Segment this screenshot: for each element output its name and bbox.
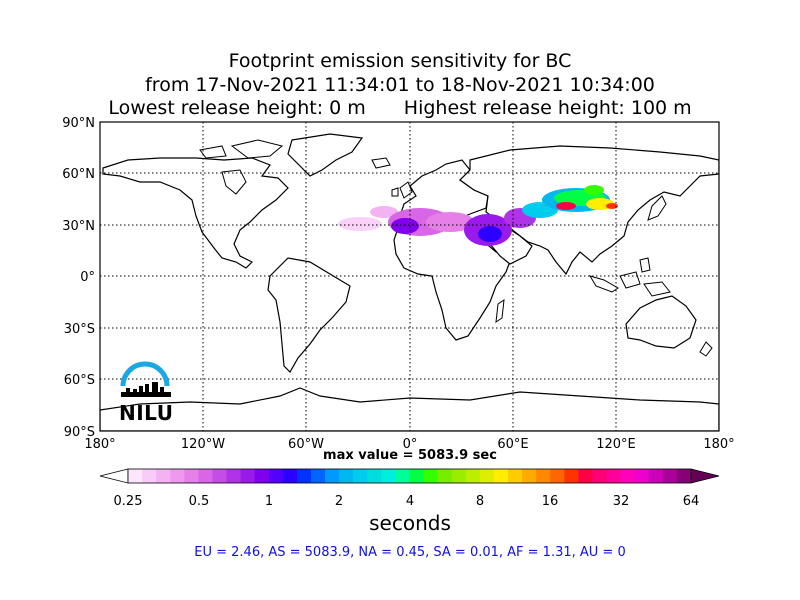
nilu-logo-arc (120, 361, 170, 387)
colorbar-segment (592, 469, 608, 483)
landmass-greenland (287, 133, 364, 177)
colorbar-tick-16: 16 (542, 494, 559, 509)
colorbar-segment (409, 469, 425, 483)
colorbar-segment (212, 469, 228, 483)
lat-label-30n: 30°N (62, 219, 95, 234)
colorbar-segment (353, 469, 368, 483)
colorbar-segment (296, 469, 312, 483)
colorbar-segment (648, 469, 664, 483)
landmass-north-america (102, 157, 289, 269)
landmass-indonesia (588, 257, 671, 297)
nilu-logo-skyline (121, 382, 171, 397)
colorbar-segment (142, 469, 157, 483)
colorbar-segment (493, 469, 509, 483)
colorbar-segment (325, 469, 340, 483)
hudson-bay (221, 169, 247, 195)
landmass-japan (647, 195, 667, 221)
colorbar-segment (170, 469, 185, 483)
colorbar-tick-8: 8 (476, 494, 484, 509)
colorbar-segment (184, 469, 199, 483)
colorbar-segment (465, 469, 481, 483)
world-map (100, 122, 719, 431)
colorbar-segment (451, 469, 467, 483)
lon-label-120w: 120°W (181, 437, 225, 452)
lon-label-120e: 120°E (596, 437, 636, 452)
colorbar-under-arrow (99, 468, 129, 484)
colorbar-segment (282, 469, 298, 483)
colorbar-segment (367, 469, 382, 483)
highest-release-height: Highest release height: 100 m (403, 97, 692, 119)
title-line-3: Lowest release height: 0 m Highest releas… (0, 97, 800, 119)
colorbar-segment (198, 469, 214, 483)
landmass-australia (625, 295, 697, 349)
colorbar-segment (226, 469, 242, 483)
landmass-south-america (267, 257, 351, 373)
colorbar-tick-0.25: 0.25 (114, 494, 143, 509)
lat-label-60s: 60°S (64, 373, 95, 388)
lon-label-60e: 60°E (497, 437, 528, 452)
colorbar-segment (310, 469, 326, 483)
title-line-1: Footprint emission sensitivity for BC (228, 50, 572, 72)
colorbar-segment (508, 469, 523, 483)
landmass-madagascar (495, 298, 505, 324)
colorbar-segment (128, 469, 143, 483)
colorbar-segment (634, 469, 650, 483)
colorbar-segment (662, 469, 678, 483)
colorbar-segment (423, 469, 439, 483)
colorbar-units: seconds (369, 511, 451, 535)
title-line-2: from 17-Nov-2021 11:34:01 to 18-Nov-2021… (145, 74, 655, 96)
lon-label-0: 0° (403, 437, 418, 452)
colorbar-tick-64: 64 (683, 494, 700, 509)
colorbar-segment (381, 469, 397, 483)
lat-label-30s: 30°S (64, 322, 95, 337)
colorbar-segment (339, 469, 354, 483)
colorbar-tick-4: 4 (406, 494, 414, 509)
colorbar-segment (240, 469, 256, 483)
colorbar (99, 468, 720, 484)
colorbar-over-arrow (690, 468, 720, 484)
colorbar-segment (550, 469, 565, 483)
lat-label-90n: 90°N (62, 116, 95, 131)
colorbar-segment (479, 469, 495, 483)
colorbar-segment (395, 469, 411, 483)
colorbar-segment (606, 469, 622, 483)
landmass-new-zealand (699, 341, 713, 357)
lat-label-90s: 90°S (64, 425, 95, 440)
landmass-iceland (371, 157, 391, 169)
landmass-antarctica (100, 387, 719, 431)
nilu-logo (120, 361, 171, 397)
graticule (100, 122, 719, 431)
colorbar-segment (620, 469, 636, 483)
colorbar-tick-0.5: 0.5 (189, 494, 210, 509)
colorbar-segment (254, 469, 270, 483)
map-frame (99, 121, 720, 432)
sensitivity-plume (338, 185, 618, 246)
colorbar-tick-32: 32 (613, 494, 630, 509)
colorbar-tick-2: 2 (335, 494, 343, 509)
colorbar-segment (522, 469, 537, 483)
region-stats: EU = 2.46, AS = 5083.9, NA = 0.45, SA = … (194, 545, 626, 560)
max-value-label: max value = 5083.9 sec (323, 448, 497, 463)
colorbar-segment (268, 469, 284, 483)
lon-label-180w: 180° (84, 437, 115, 452)
lowest-release-height: Lowest release height: 0 m (108, 97, 366, 119)
colorbar-segment (156, 469, 171, 483)
landmass-british-isles (391, 181, 413, 199)
colorbar-segment (676, 469, 692, 483)
landmass-arctic-islands (199, 139, 284, 159)
colorbar-segment (437, 469, 453, 483)
lat-label-0: 0° (80, 270, 95, 285)
colorbar-frame (127, 468, 692, 484)
colorbar-tick-1: 1 (265, 494, 273, 509)
colorbar-segment (536, 469, 551, 483)
lon-label-60w: 60°W (288, 437, 324, 452)
colorbar-segment (578, 469, 594, 483)
lon-label-180e: 180° (703, 437, 734, 452)
lat-label-60n: 60°N (62, 167, 95, 182)
colorbar-segment (564, 469, 579, 483)
nilu-logo-text: NILU (119, 401, 174, 425)
